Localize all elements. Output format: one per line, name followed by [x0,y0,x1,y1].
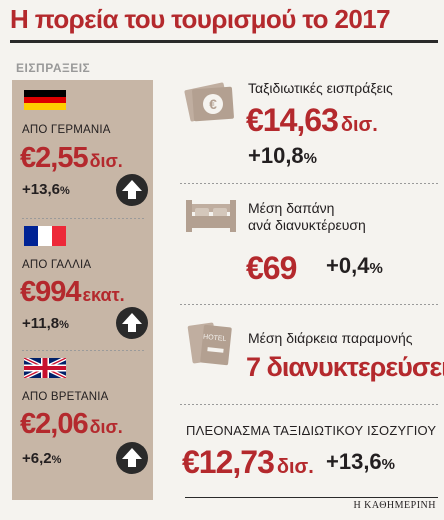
france-flag-icon [24,226,66,246]
uk-flag-icon [24,358,66,378]
divider [22,350,144,351]
travel-receipts-label: Ταξιδιωτικές εισπράξεις [248,80,393,96]
source-credit: Η ΚΑΘΗΜΕΡΙΝΗ [353,500,436,511]
country-change: +13,6% [22,181,70,198]
divider [22,218,144,219]
country-name: ΑΠΟ ΓΕΡΜΑΝΙΑ [22,124,111,136]
country-change: +6,2% [22,450,62,467]
country-name: ΑΠΟ ΒΡΕΤΑΝΙΑ [22,391,109,403]
country-change: +11,8% [22,315,69,332]
country-receipts-value: €2,55 δισ. [20,142,123,174]
germany-flag-icon [24,90,66,110]
bottom-rule [185,497,438,498]
surplus-label: ΠΛΕΟΝΑΣΜΑ ΤΑΞΙΔΙΩΤΙΚΟΥ ΙΣΟΖΥΓΙΟΥ [186,423,437,438]
hotel-key-icon: HOTEL [187,322,232,366]
avg-stay-label: Μέση διάρκεια παραμονής [248,330,413,346]
divider [180,183,438,184]
avg-spend-label: Μέση δαπάνη ανά διανυκτέρευση [248,200,366,233]
surplus-value: €12,73 δισ. [182,444,314,480]
avg-spend-change: +0,4% [326,253,383,278]
travel-receipts-value: €14,63 δισ. [246,102,378,138]
bed-icon [186,200,236,232]
page-title: Η πορεία του τουρισμού το 2017 [10,4,391,34]
surplus-change: +13,6% [326,449,396,474]
up-arrow-icon [116,442,148,474]
divider [180,404,438,405]
up-arrow-icon [116,174,148,206]
country-name: ΑΠΟ ΓΑΛΛΙΑ [22,259,92,271]
country-receipts-value: €2,06 δισ. [20,408,123,440]
svg-text:€: € [209,96,217,112]
country-receipts-value: €994 εκατ. [20,276,125,308]
receipts-label: ΕΙΣΠΡΑΞΕΙΣ [16,61,91,75]
country-receipts-panel: ΑΠΟ ΓΕΡΜΑΝΙΑ €2,55 δισ. +13,6% ΑΠΟ ΓΑΛΛΙΑ… [12,80,153,500]
up-arrow-icon [116,307,148,339]
svg-text:HOTEL: HOTEL [203,334,227,343]
money-icon: € [184,82,234,122]
avg-stay-value: 7 διανυκτερεύσεις [246,352,444,382]
travel-receipts-change: +10,8% [248,143,318,168]
title-rule [10,40,438,43]
avg-spend-value: €69 [246,250,297,286]
divider [180,304,438,305]
